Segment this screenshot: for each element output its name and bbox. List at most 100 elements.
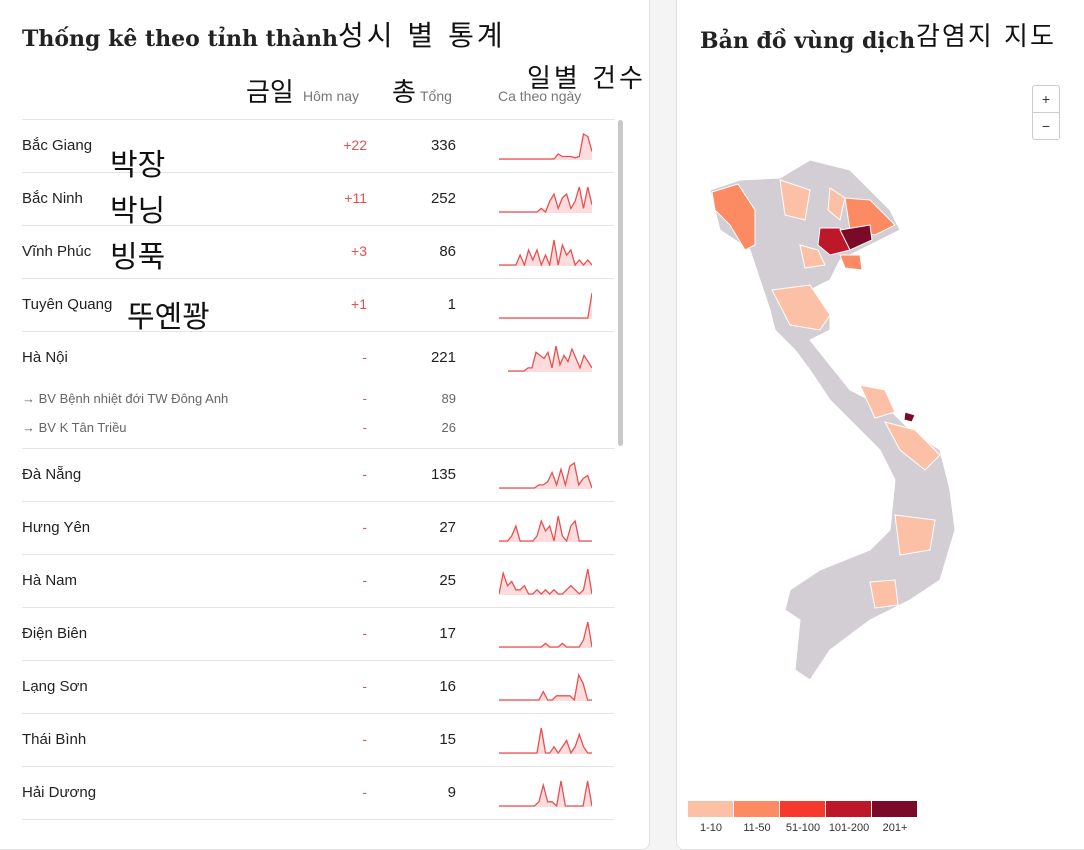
table-row[interactable]: Hưng Yên - 27 (22, 501, 614, 554)
province-name: Bắc Ninh (22, 190, 83, 207)
sparkline-line (499, 621, 592, 648)
sparkline-area (499, 134, 592, 160)
sparkline-line (499, 780, 592, 807)
province-name: Bắc Giang (22, 137, 93, 154)
legend-swatch (688, 801, 733, 817)
sparkline-line (499, 515, 592, 542)
table-row[interactable]: Đà Nẵng - 135 (22, 448, 614, 501)
total-count: 89 (441, 391, 456, 406)
map-region (869, 579, 899, 609)
table-row[interactable]: Tuyên Quang +1 1 (22, 278, 614, 331)
table-row[interactable]: Bắc Ninh +11 252 (22, 172, 614, 225)
today-count: - (362, 731, 367, 747)
daily-sparkline (499, 461, 592, 489)
zoom-in-button[interactable]: + (1032, 85, 1060, 113)
row-label-ko: 빙푹 (110, 240, 166, 275)
today-count: - (362, 420, 367, 435)
daily-sparkline (499, 568, 592, 595)
daily-sparkline (499, 780, 592, 807)
today-count: - (362, 391, 367, 406)
total-count: 16 (439, 678, 456, 695)
row-label-ko: 뚜옌꽝 (127, 300, 210, 335)
daily-sparkline (499, 292, 592, 319)
province-name: Hưng Yên (22, 519, 91, 536)
sparkline-line (499, 132, 592, 160)
panel-title: Thống kê theo tỉnh thành (22, 26, 339, 52)
hospital-subrow[interactable]: → BV Bệnh nhiệt đới TW Đông Anh - 89 (22, 384, 614, 413)
today-count: +1 (351, 296, 367, 312)
legend-swatch (826, 801, 871, 817)
zoom-out-button[interactable]: − (1032, 112, 1060, 140)
col-total-ko: 총 (392, 78, 416, 108)
map-region (894, 514, 936, 556)
today-count: - (362, 572, 367, 588)
row-label-ko: 박닝 (110, 194, 166, 229)
map-region (827, 187, 846, 221)
sparkline-line (499, 292, 592, 319)
row-label-ko: 박장 (110, 148, 166, 183)
sparkline-line (499, 239, 592, 266)
table-row[interactable]: Thái Bình - 15 (22, 713, 614, 766)
daily-sparkline (499, 727, 592, 754)
sparkline-line (499, 461, 592, 489)
daily-sparkline (499, 239, 592, 266)
legend-label: 101-200 (828, 822, 870, 834)
table-scrollbar[interactable] (618, 120, 623, 446)
daily-sparkline (499, 621, 592, 648)
province-name: Điện Biên (22, 625, 88, 642)
total-count: 17 (439, 625, 456, 642)
table-row[interactable]: Bắc Giang +22 336 (22, 119, 614, 172)
hospital-subrow[interactable]: → BV K Tân Triều - 26 (22, 413, 614, 442)
today-count: - (362, 625, 367, 641)
province-name: Tuyên Quang (22, 296, 113, 313)
total-count: 252 (430, 190, 456, 207)
province-name: Vĩnh Phúc (22, 243, 92, 260)
total-count: 1 (447, 296, 456, 313)
total-count: 15 (439, 731, 456, 748)
col-today: Hôm nay (303, 88, 360, 104)
total-count: 135 (430, 466, 456, 483)
total-count: 27 (439, 519, 456, 536)
today-count: +3 (351, 243, 367, 259)
table-row[interactable]: Lạng Sơn - 16 (22, 660, 614, 713)
province-stats-panel (0, 0, 650, 850)
table-row[interactable]: Điện Biên - 17 (22, 607, 614, 660)
col-total: Tổng (420, 88, 452, 104)
map-region (771, 284, 831, 331)
today-count: - (362, 784, 367, 800)
province-name: Đà Nẵng (22, 466, 82, 483)
sparkline-line (499, 186, 592, 213)
sparkline-area (499, 463, 592, 489)
legend-label: 1-10 (699, 822, 723, 834)
sparkline-line (499, 673, 592, 701)
total-count: 26 (441, 420, 456, 435)
map-title-ko: 감염지 지도 (916, 22, 1056, 52)
province-name: Hải Dương (22, 784, 97, 801)
vietnam-choropleth-map[interactable] (700, 150, 1080, 690)
table-bottom-border (22, 819, 614, 820)
table-row[interactable]: Vĩnh Phúc +3 86 (22, 225, 614, 278)
sparkline-area (499, 240, 592, 266)
legend-label: 51-100 (785, 822, 821, 834)
table-row[interactable]: Hà Nam - 25 (22, 554, 614, 607)
sparkline-area (499, 187, 592, 213)
sparkline-area (499, 622, 592, 648)
panel-title-ko: 성시 별 통계 (338, 19, 506, 52)
sparkline-line (508, 345, 592, 372)
col-today-ko: 금일 (246, 78, 294, 108)
sparkline-area (499, 675, 592, 701)
province-name: Hà Nam (22, 572, 78, 589)
daily-sparkline (508, 345, 592, 372)
map-region (839, 224, 873, 251)
table-row[interactable]: Hải Dương - 9 (22, 766, 614, 819)
table-row[interactable]: Hà Nội - 221 (22, 331, 614, 384)
today-count: - (362, 466, 367, 482)
map-region (884, 421, 941, 471)
legend-swatch (780, 801, 825, 817)
legend-swatch (734, 801, 779, 817)
sparkline-line (499, 568, 592, 595)
today-count: - (362, 678, 367, 694)
daily-sparkline (499, 673, 592, 701)
province-name: → BV K Tân Triều (22, 420, 127, 435)
legend-label: 201+ (882, 822, 908, 834)
